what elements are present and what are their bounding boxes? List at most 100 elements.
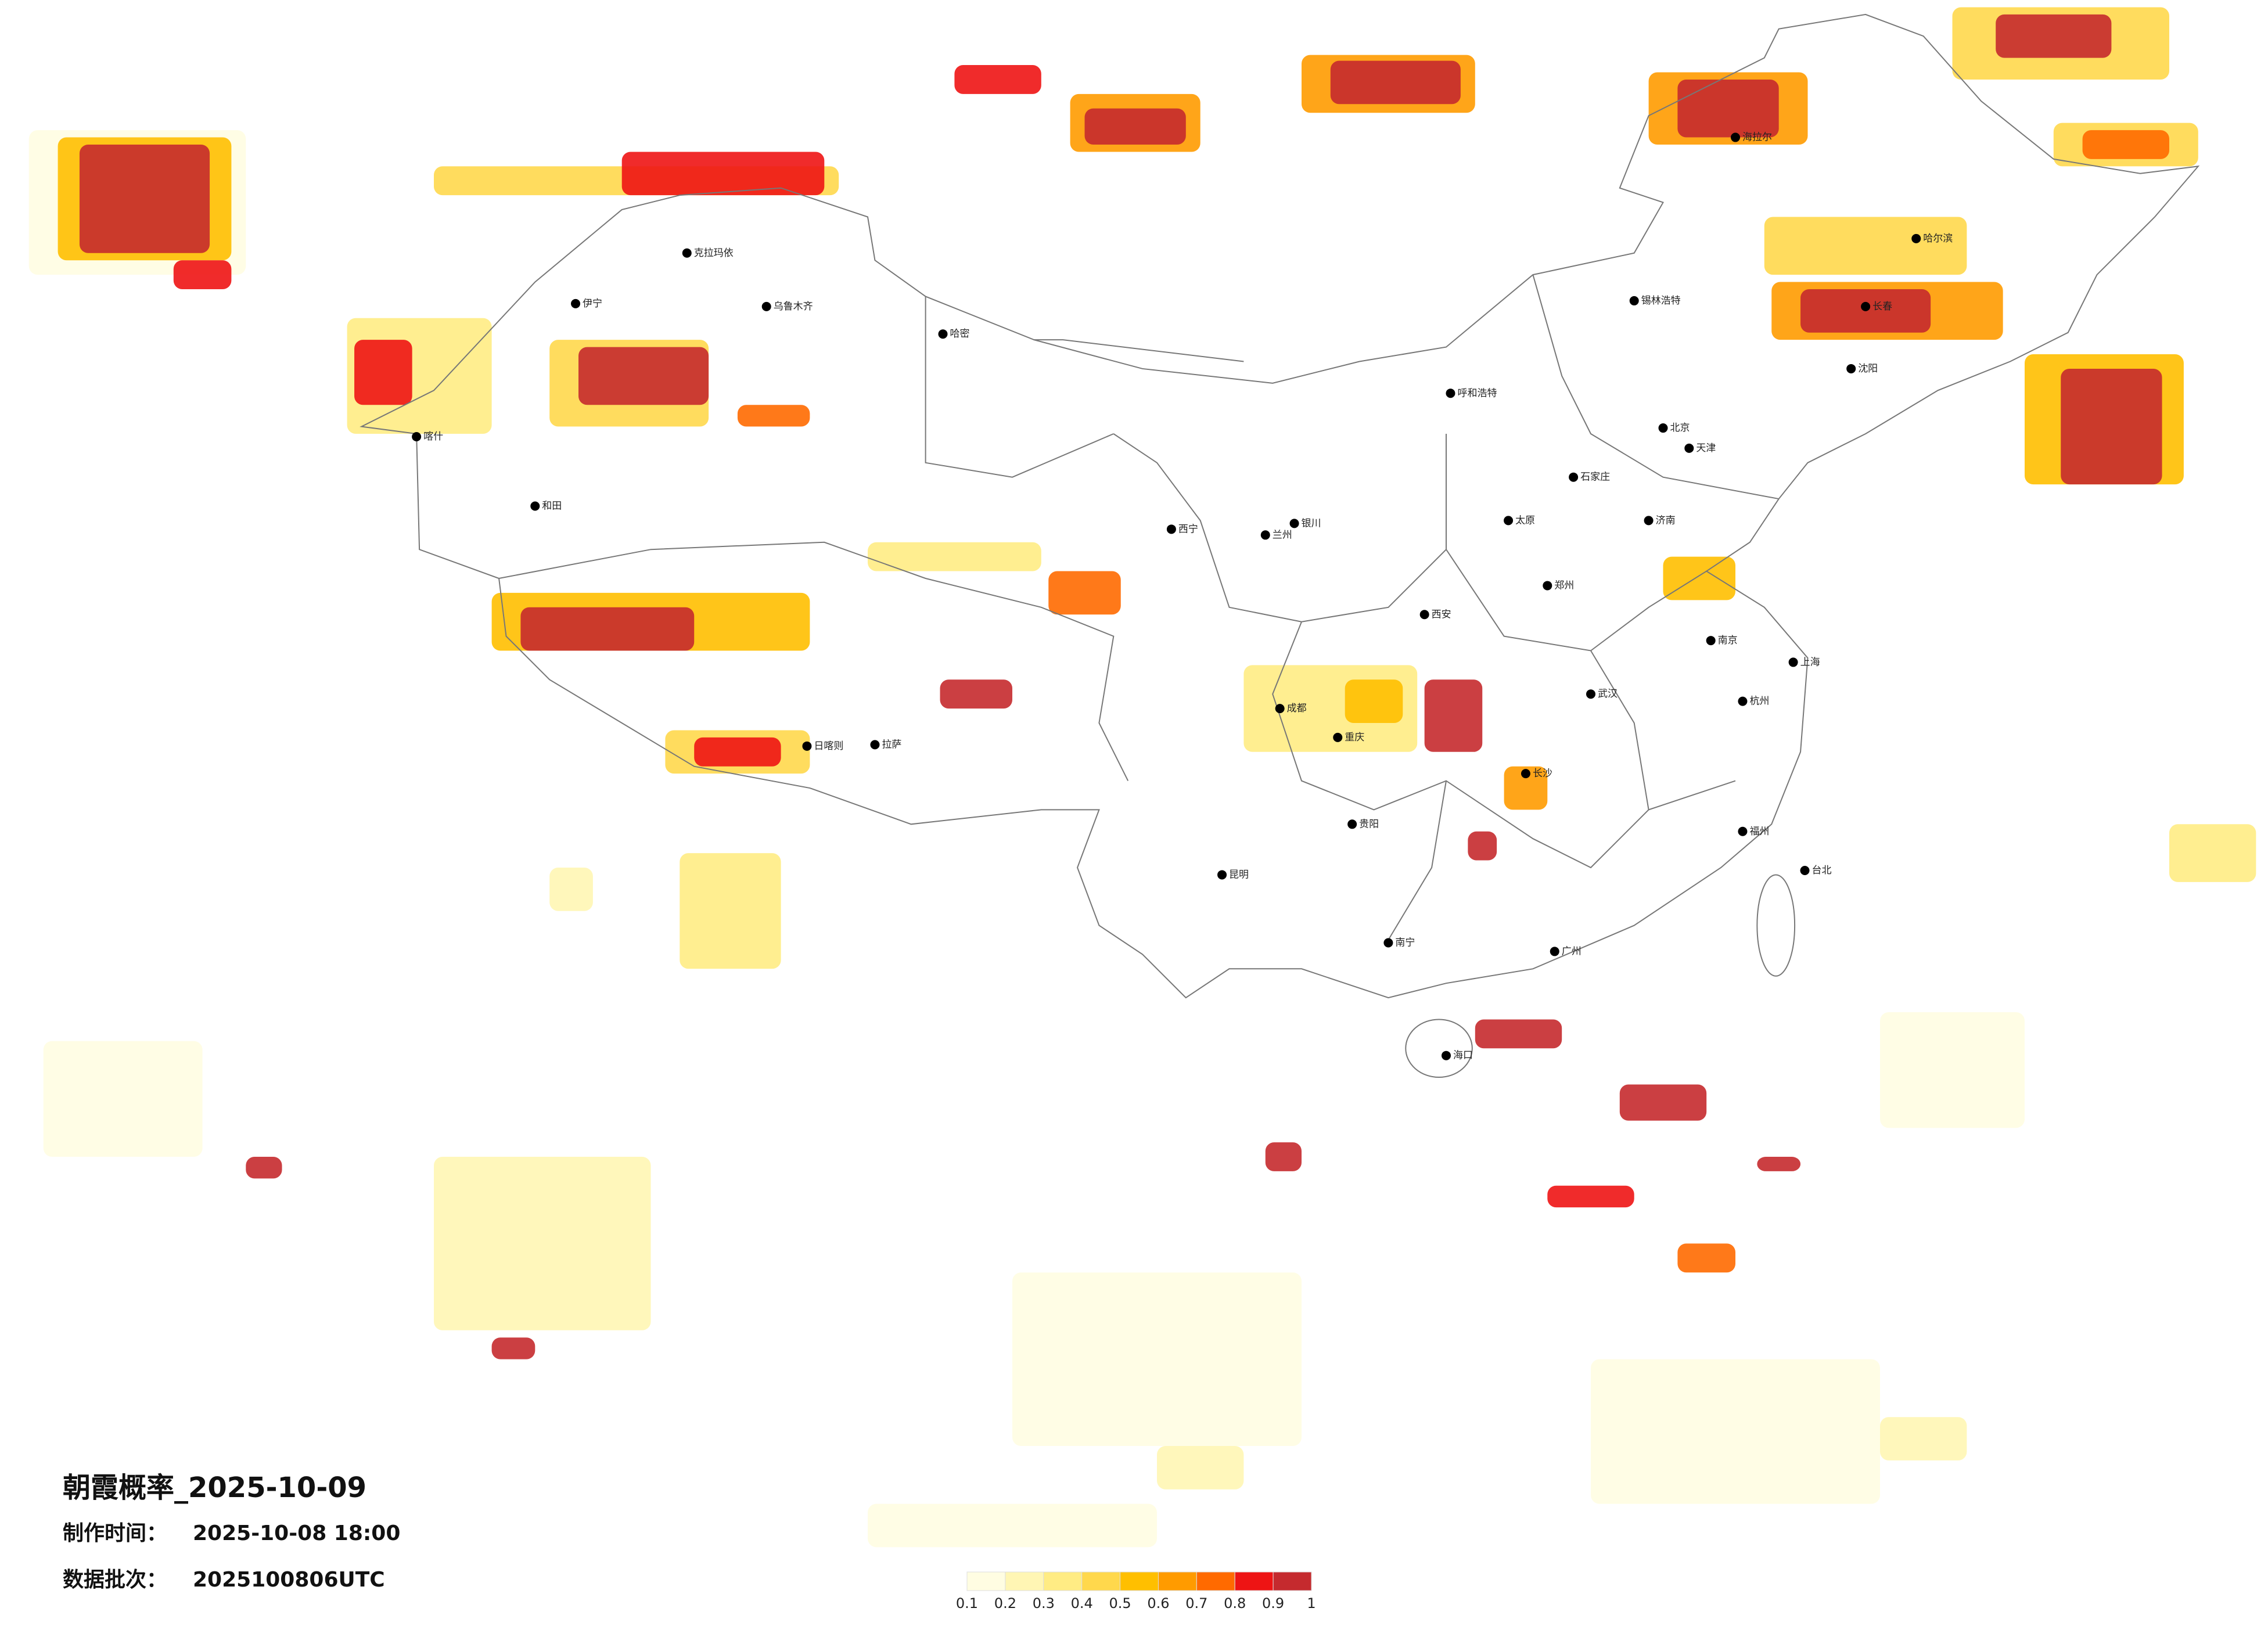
legend-tick-label: 0.5: [1109, 1595, 1131, 1611]
heat-patch: [1424, 679, 1483, 752]
heat-patch: [940, 679, 1012, 709]
city-label: 和田: [542, 501, 562, 512]
city-dot: [1846, 364, 1856, 373]
city-label: 海拉尔: [1742, 132, 1772, 143]
heat-patch: [2061, 368, 2162, 485]
legend-tick-label: 0.3: [1033, 1595, 1055, 1611]
legend-tick-label: 0.2: [994, 1595, 1016, 1611]
city-label: 南京: [1718, 635, 1738, 646]
heat-patch: [2169, 824, 2256, 882]
heat-patch: [491, 1337, 535, 1359]
city-dot: [1217, 870, 1227, 880]
heat-patch: [1265, 1142, 1302, 1171]
city-dot: [1543, 581, 1552, 591]
city-dot: [1569, 472, 1579, 482]
heat-patch: [1048, 571, 1121, 615]
city-dot: [571, 298, 581, 308]
legend-tick-label: 0.9: [1262, 1595, 1284, 1611]
city-dot: [1644, 516, 1654, 526]
city-dot: [1333, 732, 1343, 742]
city-dot: [1788, 657, 1798, 667]
heat-patch: [1591, 1359, 1880, 1504]
city-label: 沈阳: [1858, 363, 1878, 375]
legend-swatch: [1081, 1571, 1121, 1591]
city-label: 银川: [1302, 517, 1321, 529]
city-dot: [1383, 938, 1393, 948]
legend-swatch: [1120, 1571, 1159, 1591]
heat-patch: [1764, 217, 1967, 275]
country-outline: [362, 15, 2198, 998]
heat-patch: [1880, 1012, 2025, 1128]
city-dot: [1706, 636, 1716, 646]
heat-patch: [1619, 1084, 1707, 1121]
city-dot: [1521, 769, 1530, 779]
heat-patch: [1880, 1417, 1967, 1460]
city-label: 天津: [1696, 443, 1716, 454]
city-dot: [1731, 132, 1740, 142]
city-dot: [1658, 423, 1668, 433]
heat-patch: [1547, 1185, 1634, 1208]
city-label: 重庆: [1345, 732, 1364, 743]
city-label: 济南: [1656, 515, 1676, 526]
batch-label: 数据批次：: [63, 1568, 167, 1592]
legend-swatch: [1158, 1571, 1197, 1591]
city-label: 上海: [1800, 656, 1820, 668]
legend-tick-label: 1: [1307, 1595, 1315, 1611]
city-label: 长沙: [1533, 768, 1552, 779]
borders: [362, 15, 2198, 1077]
heat-patch: [1475, 1019, 1562, 1049]
legend-tick-label: 0.1: [956, 1595, 978, 1611]
city-dot: [1289, 519, 1299, 528]
city-label: 成都: [1287, 703, 1307, 714]
legend-tick-label: 0.6: [1147, 1595, 1169, 1611]
heat-patch: [954, 65, 1041, 94]
city-dot: [1738, 826, 1748, 836]
city-label: 北京: [1670, 422, 1690, 434]
city-dot: [802, 741, 812, 751]
city-label: 杭州: [1749, 696, 1769, 707]
city-label: 贵阳: [1359, 818, 1379, 830]
heat-patch: [680, 853, 781, 969]
heat-patch: [1677, 79, 1779, 138]
city-dot: [412, 431, 422, 441]
island-outline: [1406, 1019, 1472, 1077]
heat-patch: [1330, 60, 1461, 105]
city-dot: [870, 740, 880, 750]
city-label: 西宁: [1178, 523, 1198, 535]
heat-patch: [173, 260, 232, 289]
heat-patch: [694, 737, 781, 767]
heat-patch: [868, 1503, 1157, 1548]
city-label: 兰州: [1273, 529, 1292, 541]
heat-patch: [246, 1157, 282, 1179]
heat-patch: [434, 1157, 651, 1330]
province-border: [499, 275, 1779, 940]
heat-patch: [578, 347, 709, 405]
legend-swatch: [1273, 1571, 1312, 1591]
heat-patch: [1345, 679, 1403, 723]
city-dot: [1260, 530, 1270, 540]
city-label: 郑州: [1554, 580, 1574, 591]
legend: 0.1 0.2 0.3 0.4 0.5 0.6 0.7 0.8 0.9 1: [956, 1571, 1316, 1611]
city-dot: [530, 501, 540, 511]
city-label: 哈尔滨: [1923, 233, 1953, 244]
legend-tick-label: 0.8: [1224, 1595, 1246, 1611]
city-label: 伊宁: [583, 298, 602, 310]
island-outline: [1757, 875, 1795, 976]
legend-tick-label: 0.7: [1185, 1595, 1207, 1611]
city-label: 哈密: [950, 328, 969, 340]
city-label: 西安: [1432, 609, 1451, 620]
heat-patch: [1157, 1446, 1244, 1490]
city-label: 锡林浩特: [1641, 295, 1681, 307]
heat-patch: [1757, 1157, 1801, 1171]
city-dot: [938, 329, 948, 339]
city-label: 拉萨: [882, 739, 901, 750]
heat-patch: [737, 405, 810, 427]
heat-patch: [354, 340, 412, 405]
heat-patch: [621, 152, 825, 196]
city-dot: [1550, 947, 1559, 956]
city-label: 昆明: [1229, 869, 1249, 880]
heat-patch: [1996, 14, 2112, 58]
